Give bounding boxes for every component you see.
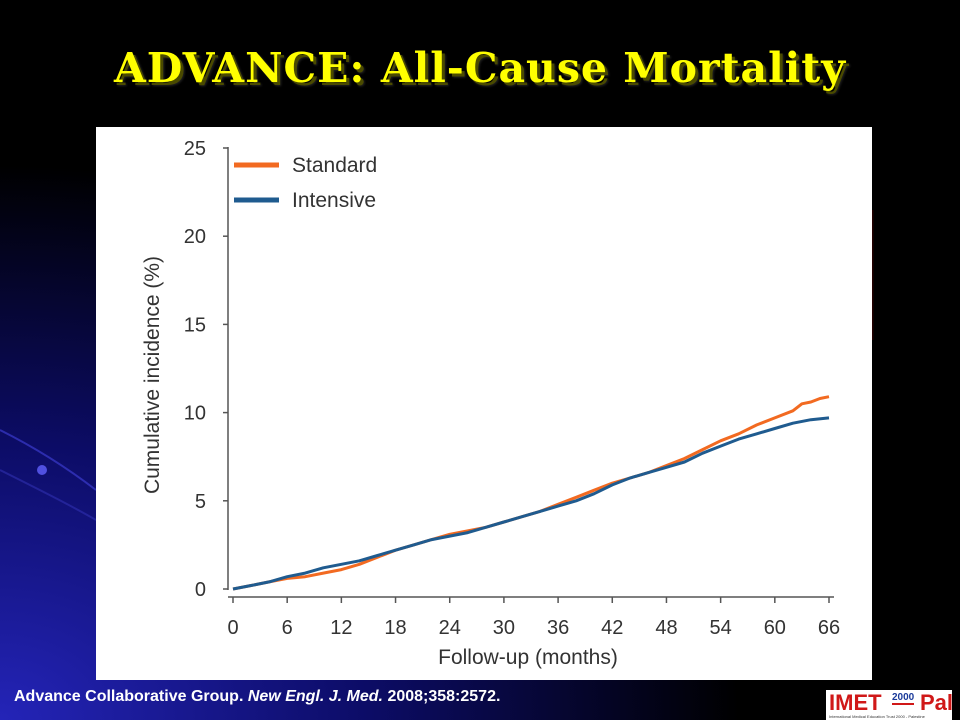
y-tick-label: 15 bbox=[184, 314, 206, 336]
x-tick-label: 0 bbox=[227, 617, 238, 639]
x-tick-label: 42 bbox=[601, 617, 623, 639]
x-tick-label: 60 bbox=[764, 617, 786, 639]
y-tick-label: 20 bbox=[184, 226, 206, 248]
citation-reference: 2008;358:2572. bbox=[387, 688, 501, 705]
citation-authors: Advance Collaborative Group. bbox=[14, 688, 244, 705]
mortality-chart: 0 5 10 15 20 25 0 6 12 18 24 30 36 42 48 54 60 66 Cumula… bbox=[141, 138, 840, 669]
logo-tagline: International Medical Education Trust 20… bbox=[829, 714, 925, 719]
y-tick-label: 25 bbox=[184, 138, 206, 160]
chart-legend: Standard Intensive bbox=[234, 154, 377, 212]
x-tick-label: 24 bbox=[439, 617, 461, 639]
x-tick-label: 36 bbox=[547, 617, 569, 639]
logo-year-text: 2000 bbox=[892, 692, 915, 705]
x-tick-label: 18 bbox=[384, 617, 406, 639]
y-tick-label: 5 bbox=[195, 491, 206, 513]
x-ticks: 0 6 12 18 24 30 36 42 48 54 60 66 bbox=[227, 597, 840, 639]
legend-label-intensive: Intensive bbox=[292, 189, 376, 212]
x-tick-label: 30 bbox=[493, 617, 515, 639]
series-line-intensive bbox=[232, 416, 830, 591]
series-line-standard bbox=[232, 395, 830, 591]
y-axis-title: Cumulative incidence (%) bbox=[141, 256, 164, 494]
chart-panel: 0 5 10 15 20 25 0 6 12 18 24 30 36 42 48 54 60 66 Cumula… bbox=[96, 127, 872, 680]
x-tick-label: 48 bbox=[655, 617, 677, 639]
citation: Advance Collaborative Group. New Engl. J… bbox=[14, 688, 500, 706]
x-tick-label: 66 bbox=[818, 617, 840, 639]
logo-imet-text: IMET bbox=[829, 690, 882, 715]
series-layer bbox=[232, 395, 830, 591]
legend-label-standard: Standard bbox=[292, 154, 377, 177]
x-axis-title: Follow-up (months) bbox=[438, 646, 618, 669]
x-tick-label: 54 bbox=[710, 617, 732, 639]
slide-title: ADVANCE: All-Cause Mortality bbox=[113, 44, 847, 92]
citation-journal: New Engl. J. Med. bbox=[247, 688, 383, 705]
chart-axes bbox=[227, 147, 834, 598]
y-tick-label: 0 bbox=[195, 579, 206, 601]
y-tick-label: 10 bbox=[184, 403, 206, 425]
x-tick-label: 12 bbox=[330, 617, 352, 639]
y-ticks: 0 5 10 15 20 25 bbox=[184, 138, 228, 601]
logo-pal-text: Pal bbox=[920, 690, 954, 715]
x-tick-label: 6 bbox=[282, 617, 293, 639]
imet-pal-logo: IMET 2000 Pal International Medical Educ… bbox=[826, 690, 954, 720]
